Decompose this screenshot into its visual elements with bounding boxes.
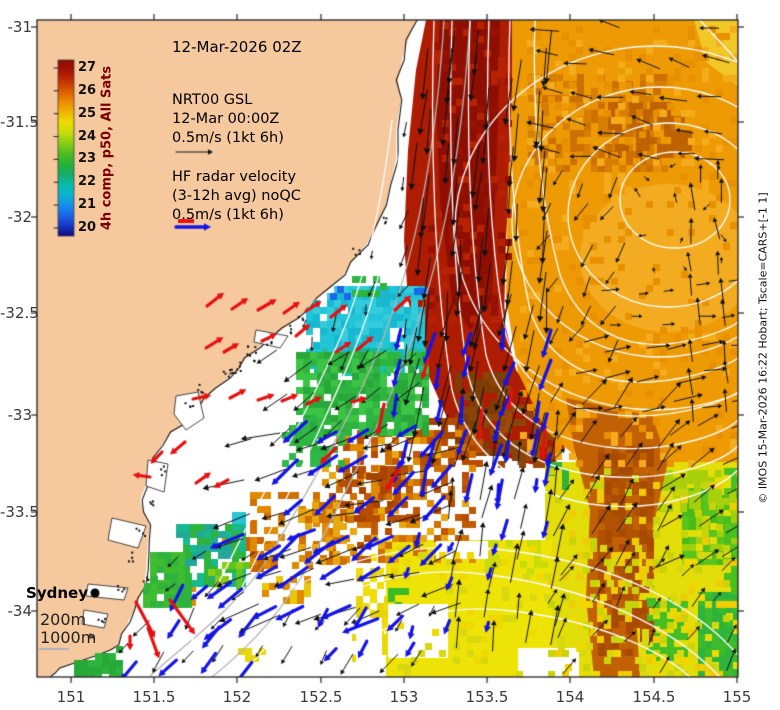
x-tick-label: 154.5 (632, 688, 676, 706)
depth-label-1000m: 1000m (40, 628, 97, 647)
colorbar-tick-label: 20 (78, 219, 97, 235)
x-tick-label: 155 (722, 688, 752, 706)
colorbar-tick-label: 26 (78, 82, 97, 98)
y-tick-label: -33 (7, 406, 33, 424)
legend-hf: HF radar velocity (3-12h avg) noQC 0.5m/… (172, 168, 301, 225)
city-label: Sydney (26, 584, 88, 602)
colorbar-tick-label: 27 (78, 60, 97, 75)
y-tick-label: -34 (7, 602, 33, 620)
x-tick-label: 151.5 (132, 688, 176, 706)
x-tick-label: 152 (222, 688, 252, 706)
colorbar-tick-label: 22 (78, 174, 97, 190)
y-tick-label: -31 (7, 18, 33, 36)
x-tick-label: 152.5 (299, 688, 343, 706)
colorbar-tick-label: 25 (78, 105, 97, 121)
x-tick-label: 151 (56, 688, 86, 706)
legend-hf-line2: (3-12h avg) noQC (172, 188, 301, 204)
depth-label-200m: 200m (40, 610, 87, 629)
y-tick-label: -32.5 (0, 304, 39, 322)
legend-hf-line3: 0.5m/s (1kt 6h) (172, 207, 284, 223)
x-tick-label: 153 (389, 688, 419, 706)
colorbar-tick-label: 21 (78, 197, 97, 213)
x-tick-label: 153.5 (465, 688, 509, 706)
y-tick-label: -32 (7, 208, 33, 226)
legend-hf-line1: HF radar velocity (172, 169, 297, 185)
colorbar-label: 4h comp, p50, All Sats (99, 65, 115, 231)
copyright-text: © IMOS 15-Mar-2026 16:22 Hobart; Tscale=… (756, 192, 770, 504)
legend-gsl-line3: 0.5m/s (1kt 6h) (172, 130, 284, 146)
y-tick-label: -31.5 (0, 113, 39, 131)
plot-title: 12-Mar-2026 02Z (172, 38, 302, 56)
legend-gsl: NRT00 GSL 12-Mar 00:00Z 0.5m/s (1kt 6h) (172, 91, 284, 148)
colorbar-tick-label: 23 (78, 151, 97, 167)
legend-gsl-line2: 12-Mar 00:00Z (172, 111, 280, 127)
colorbar-tick-label: 24 (78, 128, 97, 144)
x-tick-label: 154 (555, 688, 585, 706)
y-tick-label: -33.5 (0, 503, 39, 521)
legend-gsl-line1: NRT00 GSL (172, 92, 253, 108)
